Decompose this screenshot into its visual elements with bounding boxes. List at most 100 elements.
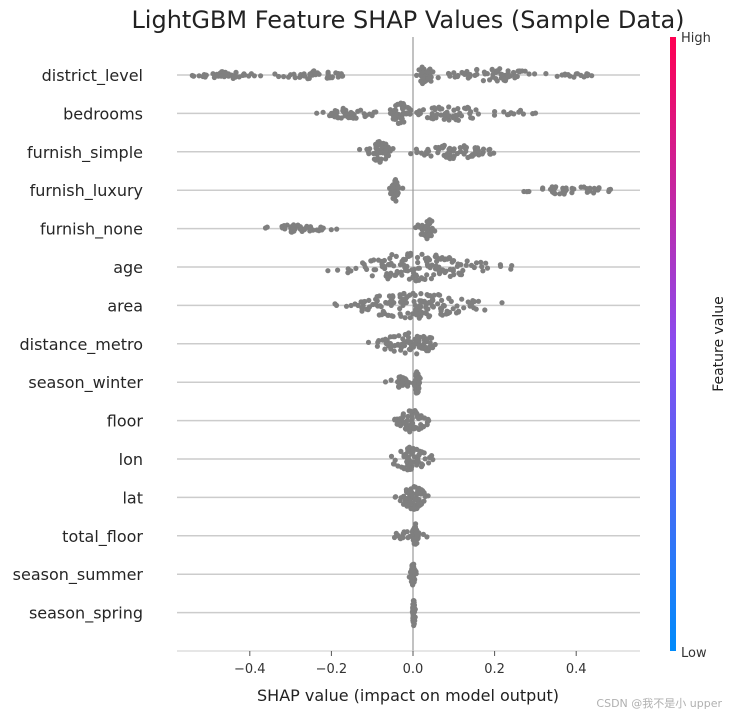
shap-point <box>314 110 320 116</box>
shap-point <box>248 71 254 77</box>
shap-point <box>387 255 393 261</box>
shap-point <box>409 343 415 349</box>
shap-point <box>429 335 435 341</box>
shap-point <box>211 74 217 81</box>
shap-point <box>272 71 278 77</box>
shap-point <box>424 337 430 343</box>
shap-point <box>394 268 400 275</box>
shap-point <box>432 228 438 234</box>
shap-point <box>430 304 436 310</box>
shap-point <box>348 109 354 116</box>
shap-point <box>424 292 430 298</box>
shap-point <box>375 139 381 145</box>
shap-point <box>403 495 409 501</box>
shap-point <box>446 113 452 119</box>
shap-point <box>543 71 549 77</box>
shap-point <box>395 341 401 347</box>
shap-point <box>426 460 432 466</box>
shap-point <box>499 300 505 306</box>
shap-point <box>425 233 431 239</box>
shap-point <box>203 72 209 78</box>
shap-point <box>526 71 532 77</box>
shap-point <box>456 270 462 276</box>
shap-point <box>467 303 473 309</box>
shap-point <box>404 382 410 389</box>
shap-point <box>414 457 420 463</box>
shap-point <box>438 112 444 118</box>
shap-point <box>414 351 420 357</box>
shap-point <box>375 339 381 345</box>
shap-point <box>471 298 477 305</box>
shap-point <box>424 272 430 278</box>
shap-point <box>475 298 482 304</box>
shap-point <box>401 454 407 460</box>
shap-point <box>469 115 476 121</box>
shap-point <box>444 308 450 314</box>
chart-title: LightGBM Feature SHAP Values (Sample Dat… <box>131 6 684 34</box>
shap-point <box>377 150 383 156</box>
shap-point <box>387 261 393 268</box>
shap-point <box>416 380 422 386</box>
shap-point <box>371 267 377 273</box>
shap-point <box>264 224 270 230</box>
feature-label: season_winter <box>28 373 143 393</box>
shap-point <box>431 272 437 278</box>
shap-point <box>457 148 464 155</box>
shap-point <box>393 530 399 537</box>
shap-point <box>419 345 425 351</box>
shap-point <box>482 307 488 313</box>
shap-point <box>489 67 495 73</box>
shap-point <box>540 185 546 191</box>
shap-point <box>404 338 410 344</box>
shap-point <box>438 311 444 317</box>
feature-label: season_spring <box>29 604 143 624</box>
shap-point <box>417 298 423 304</box>
shap-point <box>455 72 461 79</box>
shap-point <box>335 71 342 77</box>
shap-point <box>388 377 394 383</box>
shap-point <box>520 111 527 117</box>
shap-point <box>401 110 407 116</box>
shap-point <box>424 306 430 312</box>
shap-point <box>530 111 536 117</box>
shap-point <box>364 266 370 272</box>
shap-point <box>416 338 422 344</box>
shap-point <box>402 264 408 270</box>
shap-point <box>362 298 368 305</box>
shap-point <box>404 467 411 473</box>
shap-point <box>521 188 527 195</box>
shap-point <box>415 530 421 536</box>
shap-point <box>366 297 372 303</box>
shap-point <box>404 529 410 535</box>
shap-point <box>472 145 479 151</box>
shap-point <box>448 298 454 304</box>
shap-point <box>480 268 486 274</box>
shap-point <box>348 268 354 274</box>
shap-point <box>407 111 413 117</box>
shap-point <box>340 73 346 79</box>
shap-point <box>532 71 538 77</box>
shap-point <box>497 262 503 268</box>
shap-point <box>364 146 370 152</box>
shap-point <box>408 151 414 157</box>
shap-point <box>422 493 428 499</box>
shap-point <box>426 299 432 306</box>
shap-point <box>465 154 471 161</box>
feature-label: floor <box>107 412 144 431</box>
shap-point <box>402 350 408 356</box>
shap-point <box>399 272 405 278</box>
shap-point <box>439 255 445 261</box>
shap-point <box>420 276 426 282</box>
shap-point <box>435 150 441 156</box>
shap-point <box>578 184 584 190</box>
shap-point <box>428 78 434 84</box>
shap-point <box>281 74 287 80</box>
shap-point <box>379 312 385 318</box>
shap-point <box>429 218 435 224</box>
shap-point <box>401 291 407 297</box>
shap-point <box>468 109 474 115</box>
shap-point <box>437 292 443 298</box>
shap-point <box>376 293 382 299</box>
x-tick-label: 0.4 <box>566 662 587 677</box>
